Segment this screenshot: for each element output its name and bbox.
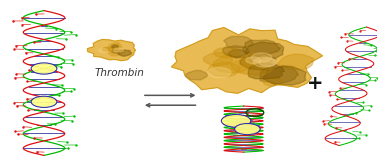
- Polygon shape: [246, 42, 284, 61]
- Polygon shape: [231, 59, 270, 75]
- Polygon shape: [112, 50, 119, 53]
- Polygon shape: [203, 53, 233, 66]
- Polygon shape: [240, 53, 273, 68]
- Circle shape: [98, 48, 107, 52]
- Circle shape: [222, 114, 251, 127]
- Polygon shape: [237, 61, 274, 77]
- Circle shape: [31, 63, 57, 74]
- Circle shape: [235, 124, 260, 135]
- Polygon shape: [113, 42, 119, 45]
- Polygon shape: [214, 47, 239, 58]
- Polygon shape: [208, 62, 239, 76]
- Polygon shape: [102, 47, 110, 51]
- Polygon shape: [110, 45, 120, 50]
- Polygon shape: [118, 50, 132, 56]
- Circle shape: [253, 57, 276, 67]
- Polygon shape: [262, 66, 306, 85]
- Circle shape: [246, 57, 260, 64]
- Polygon shape: [278, 54, 314, 70]
- Polygon shape: [260, 66, 299, 84]
- Polygon shape: [186, 70, 208, 80]
- Circle shape: [259, 58, 276, 66]
- Polygon shape: [87, 40, 135, 61]
- Polygon shape: [228, 49, 248, 58]
- Polygon shape: [240, 54, 276, 70]
- Polygon shape: [243, 40, 280, 56]
- Polygon shape: [115, 49, 125, 54]
- Polygon shape: [248, 63, 284, 79]
- Circle shape: [114, 48, 124, 52]
- Polygon shape: [172, 28, 322, 93]
- Polygon shape: [222, 46, 249, 57]
- Polygon shape: [109, 50, 122, 56]
- Polygon shape: [112, 45, 119, 48]
- Circle shape: [207, 68, 231, 78]
- Polygon shape: [212, 55, 251, 73]
- Text: Thrombin: Thrombin: [94, 68, 144, 78]
- Text: +: +: [307, 74, 324, 92]
- Polygon shape: [106, 47, 113, 50]
- Polygon shape: [224, 36, 253, 48]
- Polygon shape: [251, 56, 272, 65]
- Circle shape: [31, 96, 57, 107]
- Polygon shape: [108, 43, 122, 50]
- Polygon shape: [263, 77, 284, 86]
- Circle shape: [251, 53, 272, 62]
